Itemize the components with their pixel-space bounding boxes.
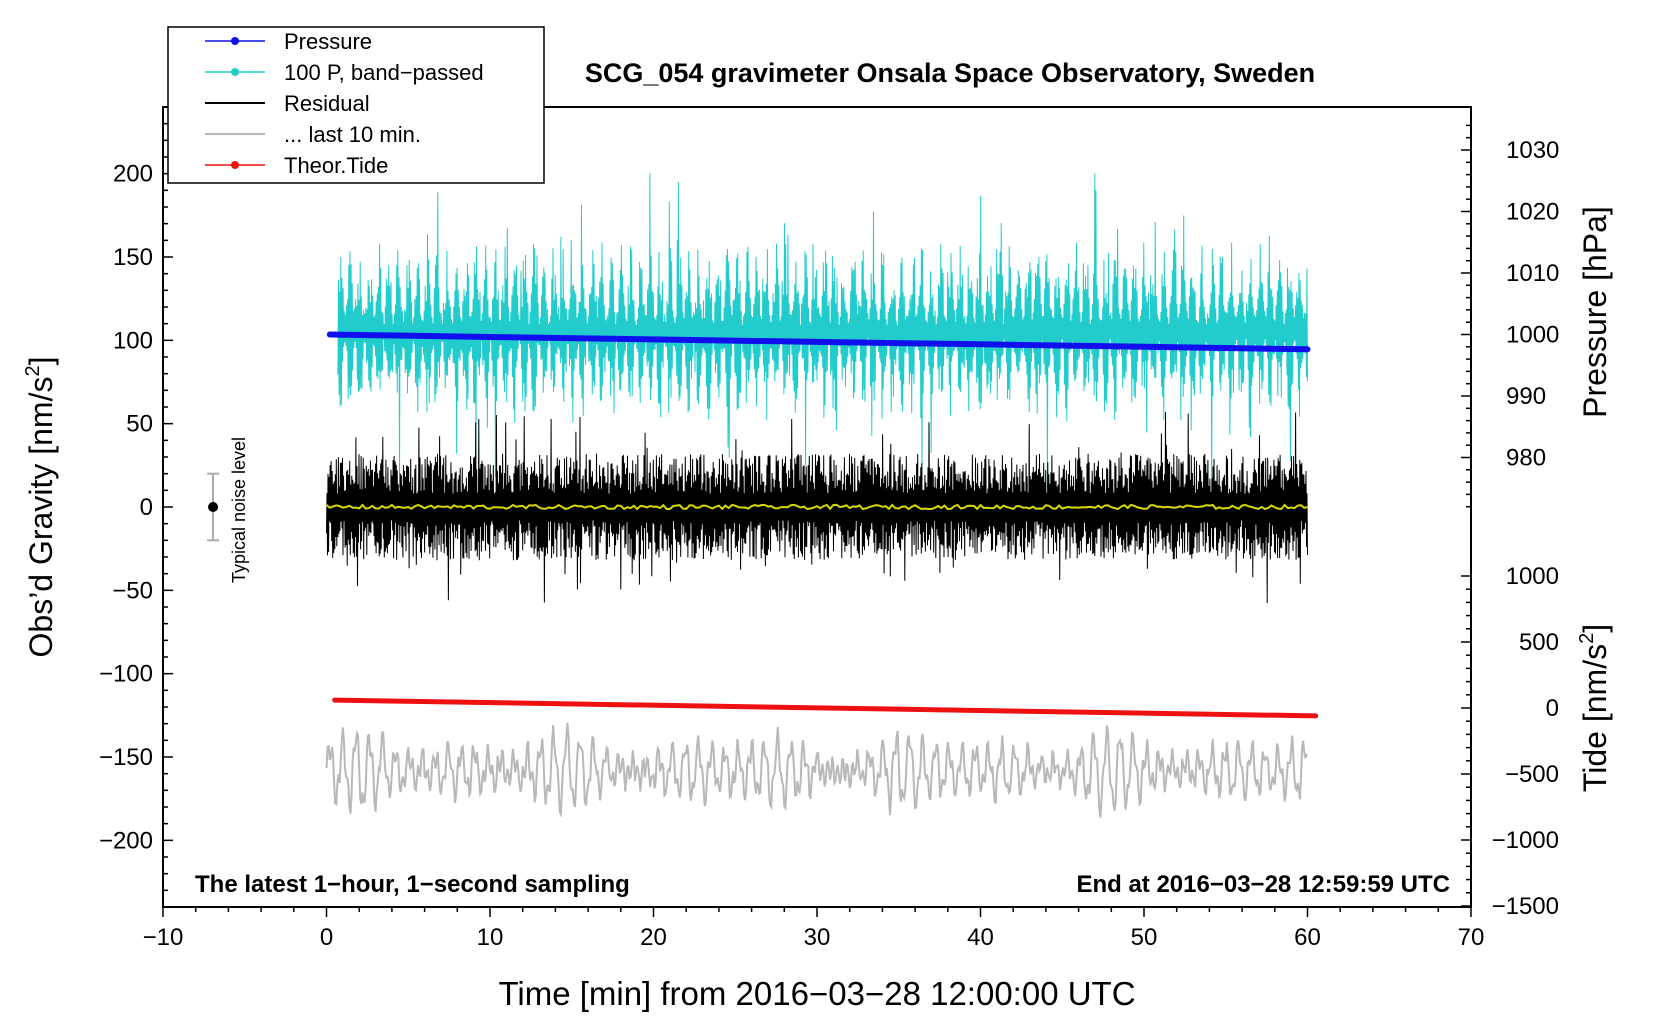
pressure-tick-label: 980	[1506, 445, 1546, 472]
x-axis-label: Time [min] from 2016−03−28 12:00:00 UTC	[498, 975, 1135, 1012]
y-axis-label-left-sup: 2	[22, 365, 44, 376]
y-axis-label-tide-text: Tide [nm/s	[1577, 644, 1613, 792]
legend-label: 100 P, band−passed	[284, 60, 484, 85]
series-theoretical-tide	[332, 697, 1319, 719]
x-tick-label: −10	[143, 924, 184, 951]
y-axis-label-tide-close: ]	[1577, 624, 1613, 633]
x-tick-label: 50	[1131, 924, 1158, 951]
pressure-tick-label: 1010	[1506, 260, 1559, 287]
y-axis-label-left-close: ]	[23, 357, 59, 366]
x-tick-label: 20	[640, 924, 667, 951]
tide-tick-label: 0	[1546, 695, 1559, 722]
legend-label: Pressure	[284, 29, 372, 54]
noise-label: Typical noise level	[229, 437, 249, 583]
y-axis-label-left: Obs’d Gravity [nm/s2]	[22, 357, 59, 658]
bottom-axis: −10 0 10 20 30 40 50 60 70	[143, 907, 1485, 951]
x-tick-label: 10	[477, 924, 504, 951]
left-tick-label: 200	[113, 161, 153, 188]
annotation-sampling: The latest 1−hour, 1−second sampling	[195, 871, 630, 898]
tide-tick-label: −1000	[1492, 827, 1559, 854]
left-tick-label: 0	[140, 494, 153, 521]
left-tick-label: −100	[99, 661, 153, 688]
legend-label: ... last 10 min.	[284, 122, 421, 147]
legend-label: Residual	[284, 91, 370, 116]
chart-title: SCG_054 gravimeter Onsala Space Observat…	[585, 58, 1315, 88]
pressure-tick-label: 1020	[1506, 199, 1559, 226]
y-axis-label-pressure: Pressure [hPa]	[1577, 206, 1613, 418]
annotation-end-time: End at 2016−03−28 12:59:59 UTC	[1076, 871, 1450, 898]
left-tick-label: 100	[113, 327, 153, 354]
left-tick-label: 50	[126, 411, 153, 438]
legend-marker	[231, 37, 239, 45]
tide-tick-label: −500	[1505, 761, 1559, 788]
left-tick-label: −150	[99, 744, 153, 771]
right-axis: 1030 1020 1010 1000 990 980 1000 500 0 −500 −1000 −…	[1461, 124, 1559, 920]
left-axis: 200 150 100 50 0 −50 −100 −150 −200	[99, 106, 173, 908]
series-last-10-min	[325, 722, 1309, 819]
legend-marker	[231, 68, 239, 76]
tide-tick-label: −1500	[1492, 893, 1559, 920]
y-axis-label-tide-sup: 2	[1576, 633, 1598, 644]
pressure-tick-label: 990	[1506, 383, 1546, 410]
tide-tick-label: 1000	[1506, 563, 1559, 590]
series-layer	[325, 173, 1319, 819]
left-tick-label: −50	[112, 577, 153, 604]
left-tick-label: 150	[113, 244, 153, 271]
x-tick-label: 30	[804, 924, 831, 951]
noise-bar-center	[208, 502, 219, 512]
legend-label: Theor.Tide	[284, 153, 388, 178]
legend-marker	[231, 161, 239, 169]
x-tick-label: 40	[967, 924, 994, 951]
legend-box	[167, 26, 545, 184]
noise-indicator	[207, 472, 220, 542]
tide-tick-label: 500	[1519, 629, 1559, 656]
pressure-tick-label: 1030	[1506, 137, 1559, 164]
y-axis-label-left-text: Obs’d Gravity [nm/s	[23, 377, 59, 658]
x-tick-label: 60	[1294, 924, 1321, 951]
series-pressure	[326, 331, 1311, 353]
y-axis-label-tide: Tide [nm/s2]	[1576, 624, 1613, 792]
series-residual-mean	[325, 503, 1308, 511]
series-residual	[326, 411, 1308, 604]
x-tick-label: 0	[320, 924, 333, 951]
left-tick-label: −200	[99, 827, 153, 854]
x-tick-label: 70	[1458, 924, 1485, 951]
legend: Pressure 100 P, band−passed Residual ... la…	[167, 26, 545, 184]
series-bandpassed-pressure	[337, 173, 1308, 494]
pressure-tick-label: 1000	[1506, 322, 1559, 349]
